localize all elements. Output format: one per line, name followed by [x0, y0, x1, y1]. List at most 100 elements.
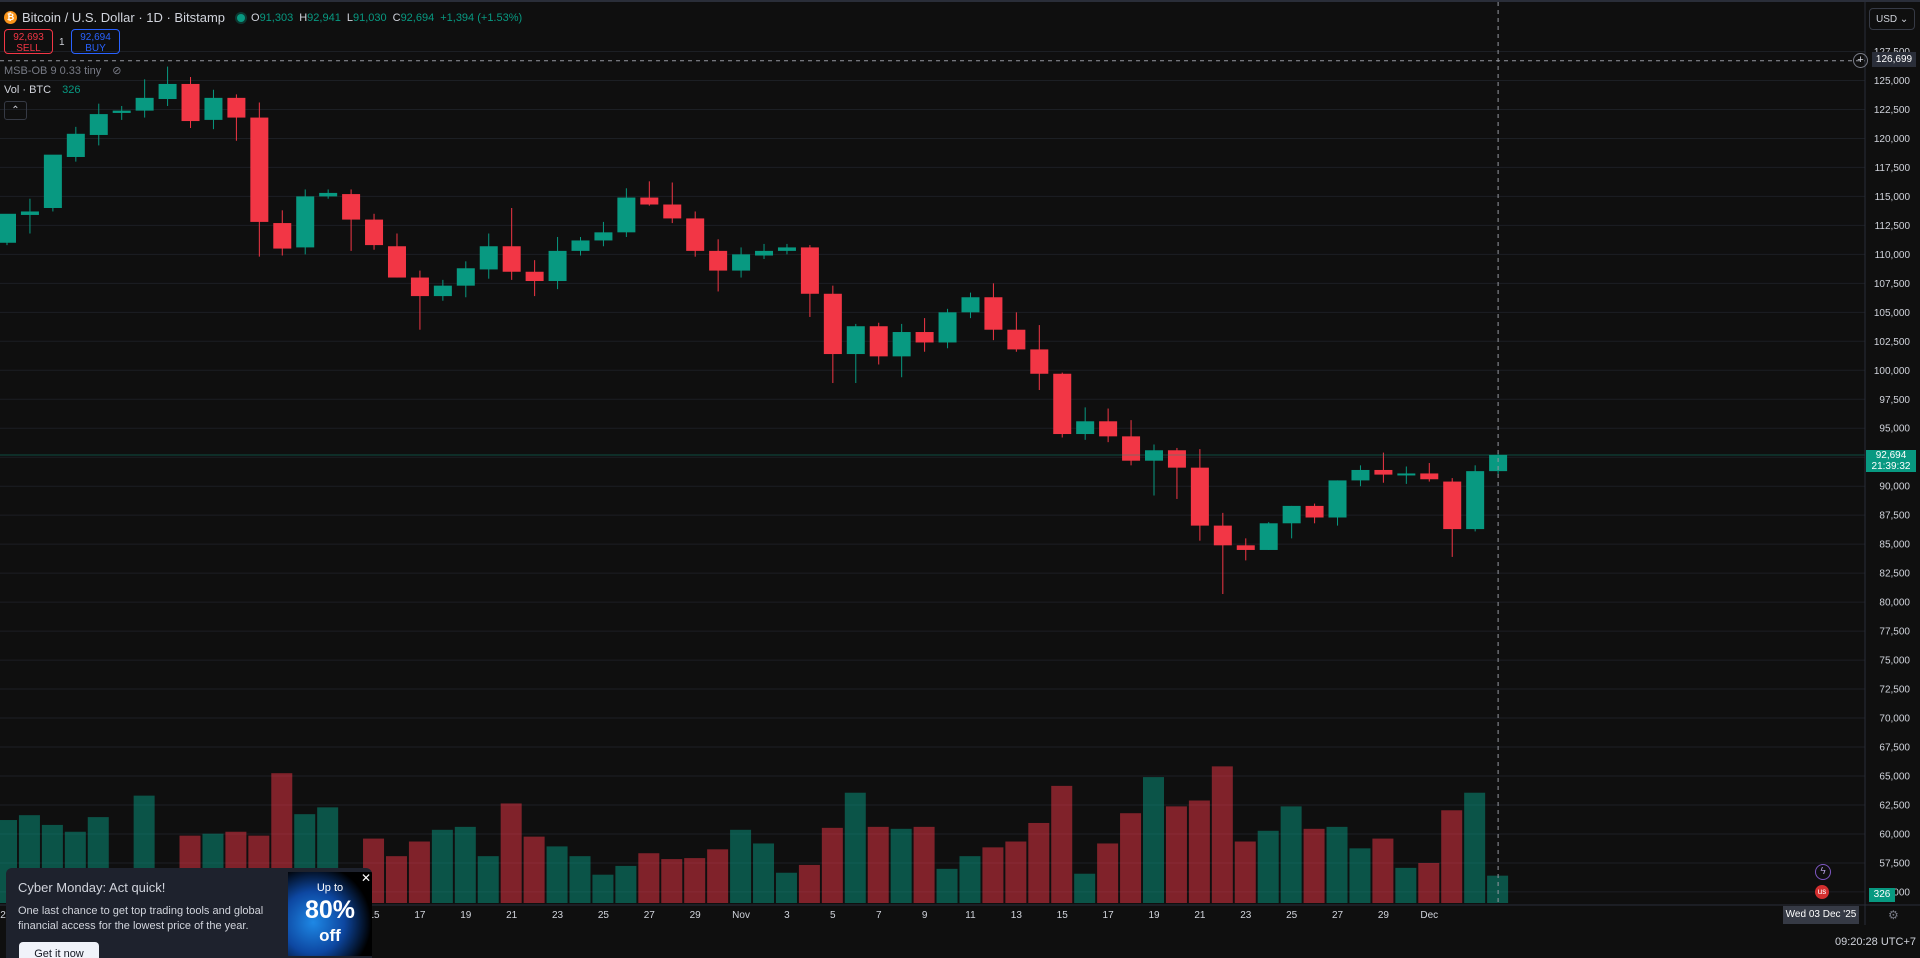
candle-body	[479, 246, 498, 270]
price-axis-label: 102,500	[1874, 337, 1911, 348]
candle-body	[227, 97, 246, 118]
utc-clock[interactable]: 09:20:28 UTC+7	[1834, 936, 1916, 948]
close-icon[interactable]: ✕	[360, 871, 372, 885]
price-axis-label: 122,500	[1874, 105, 1911, 116]
candle-body	[66, 133, 85, 157]
candle-body	[961, 297, 980, 313]
volume-bar	[1143, 777, 1164, 903]
time-axis-label: 21	[506, 910, 518, 921]
price-axis-label: 85,000	[1879, 540, 1910, 551]
volume-bar	[1372, 838, 1394, 903]
candle-body	[846, 326, 865, 355]
time-axis-label: 29	[690, 910, 702, 921]
time-axis-label: 19	[1148, 910, 1160, 921]
time-axis-label: 17	[414, 910, 426, 921]
price-axis-label: 110,000	[1875, 250, 1911, 261]
volume-bar	[638, 853, 660, 903]
volume-bar	[1349, 848, 1371, 903]
us-flag-icon[interactable]: us	[1815, 885, 1829, 899]
volume-bar	[1120, 813, 1142, 903]
currency-selector[interactable]: USD ⌄	[1869, 8, 1915, 30]
candle-body	[617, 197, 636, 233]
volume-bar	[844, 792, 866, 903]
time-axis-label: 7	[876, 910, 882, 921]
candle-body	[869, 326, 888, 357]
time-axis-label: 25	[598, 910, 610, 921]
last-price-label: 92,694 21:39:32	[1866, 450, 1916, 472]
price-axis-label: 95,000	[1879, 424, 1910, 435]
promo-body: One last chance to get top trading tools…	[18, 905, 264, 932]
candle-body	[1167, 450, 1186, 468]
time-axis-label: 2	[0, 910, 6, 921]
volume-bar	[913, 826, 935, 903]
candle-body	[571, 240, 590, 251]
time-axis-label: 17	[1103, 910, 1115, 921]
volume-bar	[1097, 843, 1119, 903]
eye-hidden-icon[interactable]: ⊘	[112, 65, 122, 77]
chevron-down-icon: ⌄	[1899, 14, 1909, 25]
indicator-msb-label: MSB-OB 9 0.33 tiny	[4, 65, 102, 77]
indicator-msb[interactable]: MSB-OB 9 0.33 tiny ⊘	[4, 64, 122, 77]
candle-body	[755, 250, 774, 256]
candle-body	[1190, 467, 1209, 526]
volume-bar	[1028, 822, 1050, 903]
candle-body	[663, 204, 682, 219]
price-axis-label: 60,000	[1879, 829, 1910, 840]
candle-body	[0, 213, 16, 243]
volume-bar	[707, 849, 729, 903]
candle-body	[1099, 421, 1118, 437]
time-axis-label: 3	[784, 910, 790, 921]
volume-bar	[1188, 800, 1210, 903]
candle-body	[1305, 505, 1324, 518]
candle-body	[342, 194, 361, 220]
price-axis-label: 107,500	[1874, 279, 1911, 290]
get-it-now-button[interactable]: Get it now	[19, 942, 99, 958]
buy-button[interactable]: 92,694 BUY	[71, 29, 120, 54]
buy-label: BUY	[85, 43, 106, 54]
top-border	[0, 0, 1920, 2]
sell-price: 92,693	[13, 32, 44, 43]
volume-bar	[1303, 828, 1325, 903]
volume-bar	[1211, 766, 1233, 903]
promo-image: Up to 80% off	[288, 872, 372, 956]
spread-value: 1	[59, 37, 65, 48]
symbol-title[interactable]: Bitcoin / U.S. Dollar · 1D · Bitstamp	[22, 10, 225, 25]
candle-body	[1489, 454, 1508, 472]
promo-off: off	[319, 926, 341, 945]
sell-button[interactable]: 92,693 SELL	[4, 29, 53, 54]
ohlc-open: O91,303	[251, 11, 294, 24]
time-axis-label: 21	[1194, 910, 1206, 921]
candle-body	[365, 219, 384, 246]
market-open-icon	[237, 13, 245, 22]
time-axis-label: 23	[552, 910, 564, 921]
indicator-volume[interactable]: Vol · BTC 326	[4, 84, 81, 96]
price-axis-label: 75,000	[1879, 656, 1910, 667]
candle-body	[984, 297, 1003, 330]
candle-body	[1443, 481, 1462, 530]
volume-bar	[477, 856, 499, 903]
collapse-legend-button[interactable]: ⌃	[4, 101, 27, 120]
candle-body	[112, 110, 131, 113]
volume-bar	[615, 865, 637, 903]
candle-body	[135, 97, 154, 111]
candle-body	[686, 218, 705, 251]
volume-bar	[385, 856, 407, 903]
candle-body	[594, 232, 613, 241]
volume-bar	[523, 836, 545, 903]
volume-bar	[684, 858, 706, 903]
price-axis-label: 77,500	[1879, 627, 1910, 638]
time-axis-label: 29	[1378, 910, 1390, 921]
price-axis-label: 67,500	[1879, 743, 1910, 754]
time-axis-label: 5	[830, 910, 836, 921]
price-axis-label: 57,500	[1879, 858, 1910, 869]
promo-title: Cyber Monday: Act quick!	[18, 880, 166, 895]
add-alert-icon[interactable]: +	[1853, 53, 1868, 68]
price-axis-label: 72,500	[1879, 685, 1910, 696]
candle-body	[823, 293, 842, 355]
gear-icon[interactable]: ⚙	[1888, 908, 1899, 922]
volume-bar	[1487, 875, 1509, 903]
lightning-icon[interactable]: ϟ	[1815, 864, 1831, 880]
candle-body	[1076, 421, 1095, 435]
volume-bar	[661, 859, 683, 903]
